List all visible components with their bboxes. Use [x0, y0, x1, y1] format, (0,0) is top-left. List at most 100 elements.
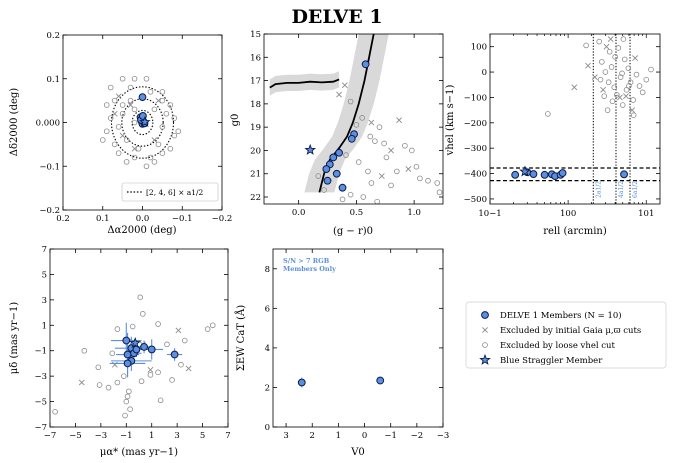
gaia-excluded-star [175, 327, 182, 334]
loose-star [123, 398, 130, 405]
member-star [138, 93, 147, 102]
loose-star [103, 128, 110, 135]
y-tick-label: −200 [464, 119, 487, 129]
radius-line-label: 6a1/2 [632, 181, 639, 198]
cmd-ylabel: g0 [230, 114, 241, 127]
loose-star [127, 406, 133, 413]
y-tick-label: 100 [471, 43, 487, 53]
loose-star [52, 408, 58, 415]
loose-star [131, 154, 138, 161]
x-tick-label: 0.2 [56, 214, 70, 224]
x-tick-label: 10−1 [478, 209, 501, 219]
shared-legend-box [465, 301, 667, 369]
member-star [332, 169, 341, 178]
metallicity-isoline-label: [Fe/H] = −0.5 [385, 25, 417, 31]
x-tick-label: 1 [149, 431, 154, 441]
x-tick-label: 0.1 [96, 214, 110, 224]
x-tick-label: −2 [411, 431, 424, 441]
figure-title: DELVE 1 [291, 6, 382, 28]
x-tick-label: 3 [174, 431, 179, 441]
loose-star [413, 163, 420, 170]
blue-straggler [304, 143, 316, 155]
loose-star [434, 180, 441, 186]
gaia-excluded-star [616, 94, 623, 101]
vel-plot-area: 2a1/2 4a1/2 6a1/2 [490, 34, 660, 204]
member-star [323, 176, 332, 185]
loose-star [171, 132, 178, 139]
x-tick-label: 0.0 [136, 214, 150, 224]
loose-star [583, 42, 589, 49]
gaia-excluded-star [585, 62, 591, 69]
loose-star [633, 71, 640, 78]
spatial-xlabel: Δα2000 (deg) [107, 225, 176, 236]
gaia-excluded-star [127, 102, 134, 108]
member-star [123, 350, 132, 359]
member-star [511, 170, 520, 179]
x-tick-label: −5 [69, 431, 82, 441]
loose-star [155, 141, 162, 148]
loose-star [611, 84, 618, 91]
y-tick-label: 20 [250, 146, 261, 156]
pm-plot-area [52, 294, 216, 419]
loose-star [381, 140, 387, 147]
loose-star [436, 189, 443, 196]
loose-star [355, 159, 362, 165]
loose-star [163, 110, 170, 117]
loose-star [111, 141, 118, 148]
member-star [123, 359, 132, 368]
feh-annotation-line2: Members Only [283, 265, 336, 273]
metallicity-isoline-label: [Fe/H] = −1.5 [385, 25, 417, 31]
loose-star [601, 93, 608, 99]
gaia-excluded-star [115, 93, 122, 100]
x-tick-label: −0.1 [172, 214, 193, 224]
loose-star [167, 145, 174, 152]
pm-ticks: −7 −5 −3 −1 1 3 5 7 −7 −5 −3 −1 1 3 5 7 [34, 245, 230, 441]
loose-star [339, 196, 346, 203]
loose-star [140, 311, 146, 317]
y-tick-label: 19 [250, 123, 261, 133]
legend-label-members: DELVE 1 Members (N = 10) [500, 310, 622, 321]
x-tick-label: 7 [225, 431, 230, 441]
feh-ticks: 3 2 1 0 −1 −2 −3 0 2 4 6 8 [265, 249, 449, 441]
loose-star [402, 142, 408, 149]
velocity-panel: 2a1/2 4a1/2 6a1/2 10−1 100 101 −500 −400 −300 −2… [445, 33, 661, 237]
metallicity-isoline-label: [Fe/H] = −3.5 [385, 25, 417, 31]
loose-star [147, 372, 154, 378]
loose-star [619, 102, 626, 108]
cmd-panel: 0.0 0.5 1.0 15 16 17 18 19 20 21 22 (g − r)0 g0 [230, 30, 444, 237]
legend-label-loose: Excluded by loose vhel cut [500, 341, 616, 351]
y-tick-label: 15 [250, 30, 261, 40]
loose-star [353, 122, 360, 128]
metallicity-isoline-label: [Fe/H] = −3.0 [385, 25, 417, 31]
feh-xlabel: V0 [350, 447, 365, 458]
loose-star [604, 107, 611, 113]
gaia-excluded-star [155, 97, 162, 104]
member-star [338, 183, 347, 192]
loose-star [394, 168, 400, 175]
gaia-excluded-star [571, 84, 578, 91]
y-tick-label: 8 [265, 265, 270, 275]
spatial-legend-label: [2, 4, 6] × a1/2 [146, 188, 204, 197]
loose-star [159, 124, 166, 130]
loose-star [625, 65, 632, 72]
loose-star [359, 115, 365, 121]
loose-star [109, 350, 116, 357]
feh-frame [272, 248, 444, 428]
x-tick-label: 2 [310, 431, 315, 441]
y-tick-label: 18 [250, 100, 261, 110]
pm-ylabel: μδ (mas yr−1) [9, 302, 20, 375]
blue-straggler [139, 115, 151, 127]
gaia-excluded-star [632, 55, 639, 62]
loose-star [599, 59, 605, 65]
loose-star [119, 110, 126, 117]
legend-label-bss: Blue Straggler Member [500, 356, 603, 366]
metallicity-isoline-label: [Fe/H] = −2.0 [385, 25, 417, 31]
loose-star [103, 102, 110, 108]
loose-star [81, 347, 88, 354]
member-star [140, 343, 148, 351]
loose-star [365, 168, 371, 175]
loose-star [159, 97, 166, 104]
loose-star [619, 70, 625, 77]
